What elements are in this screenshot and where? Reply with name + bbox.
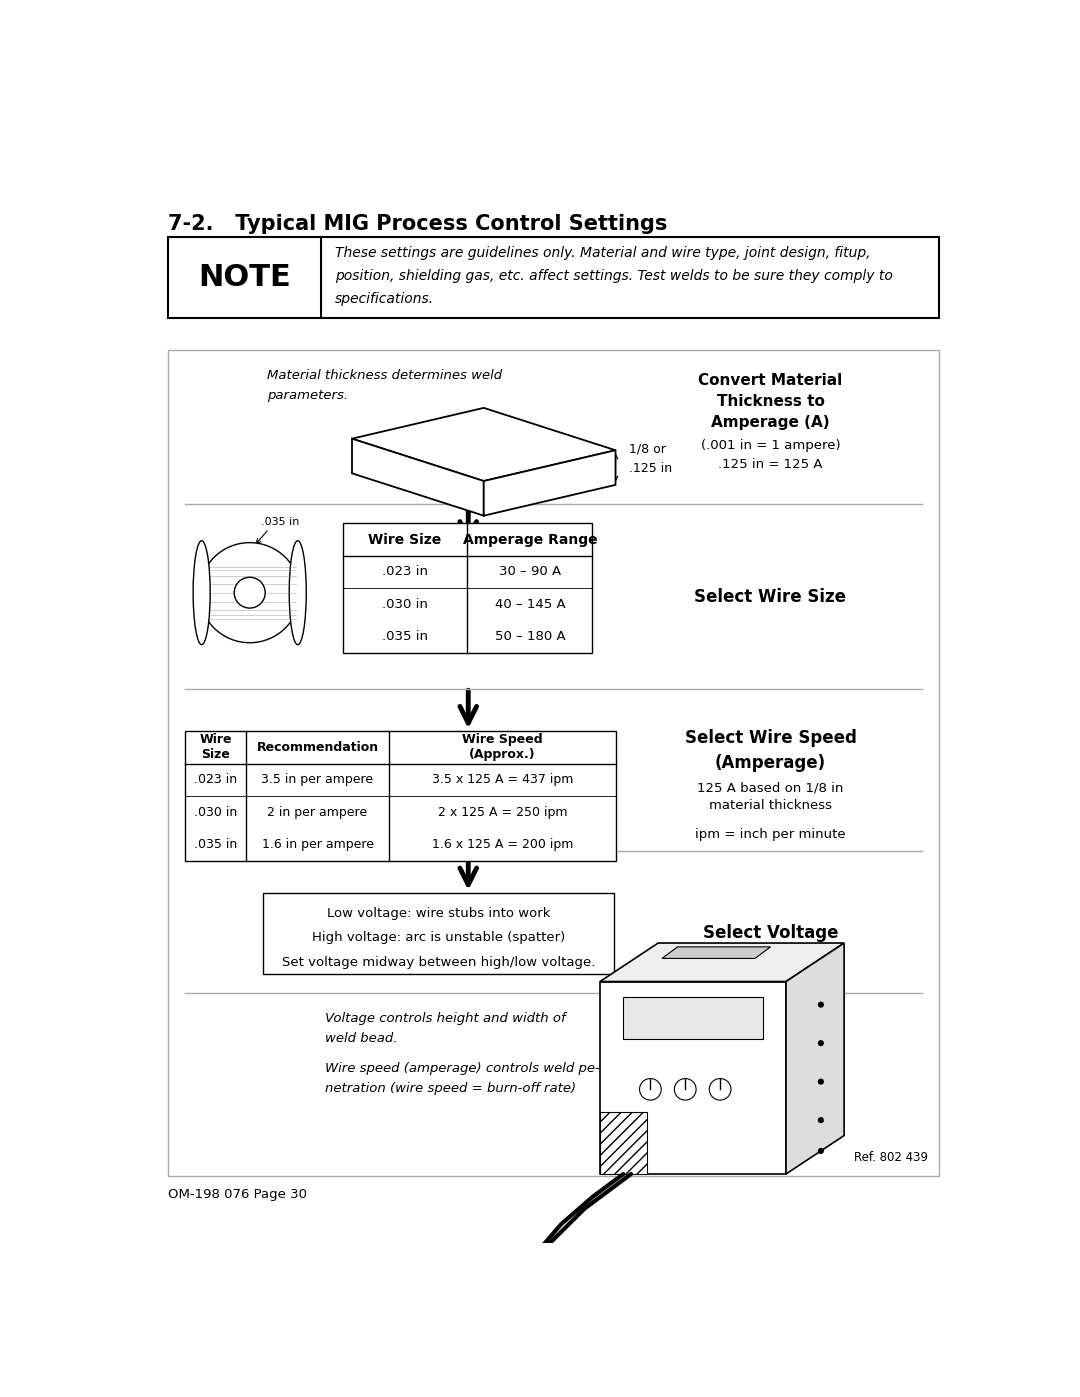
Ellipse shape	[200, 542, 300, 643]
Text: Wire speed (amperage) controls weld pe-: Wire speed (amperage) controls weld pe-	[325, 1062, 599, 1076]
Circle shape	[710, 1078, 731, 1099]
Circle shape	[639, 1078, 661, 1099]
Circle shape	[818, 1002, 824, 1007]
Bar	[262, 893, 613, 974]
Text: 50 – 180 A: 50 – 180 A	[495, 630, 565, 643]
Text: material thickness: material thickness	[708, 799, 832, 812]
Text: 1/8 or: 1/8 or	[630, 443, 666, 455]
Text: netration (wire speed = burn-off rate): netration (wire speed = burn-off rate)	[325, 1081, 576, 1095]
Polygon shape	[662, 947, 770, 958]
Text: specifications.: specifications.	[335, 292, 434, 306]
Text: High voltage: arc is unstable (spatter): High voltage: arc is unstable (spatter)	[312, 932, 565, 944]
Text: .030 in: .030 in	[382, 598, 428, 610]
Text: Wire
Size: Wire Size	[200, 733, 232, 761]
Text: Select Wire Speed
(Amperage): Select Wire Speed (Amperage)	[685, 729, 856, 773]
Text: Low voltage: wire stubs into work: Low voltage: wire stubs into work	[326, 907, 550, 919]
Ellipse shape	[193, 541, 211, 644]
Circle shape	[818, 1078, 824, 1084]
Text: ipm = inch per minute: ipm = inch per minute	[696, 827, 846, 841]
Text: Material thickness determines weld: Material thickness determines weld	[267, 369, 502, 383]
Text: 2 in per ampere: 2 in per ampere	[268, 806, 367, 819]
Text: Select Voltage: Select Voltage	[703, 925, 838, 943]
Text: (.001 in = 1 ampere): (.001 in = 1 ampere)	[701, 439, 840, 451]
Text: Set voltage midway between high/low voltage.: Set voltage midway between high/low volt…	[282, 956, 595, 970]
Ellipse shape	[289, 541, 307, 644]
Text: .125 in: .125 in	[630, 462, 673, 475]
Text: 3.5 in per ampere: 3.5 in per ampere	[261, 774, 374, 787]
Text: Convert Material
Thickness to
Amperage (A): Convert Material Thickness to Amperage (…	[699, 373, 842, 430]
Bar	[600, 1112, 647, 1173]
Text: .035 in: .035 in	[261, 517, 300, 527]
Polygon shape	[600, 943, 845, 982]
Circle shape	[818, 1039, 824, 1046]
Text: 125 A based on 1/8 in: 125 A based on 1/8 in	[698, 781, 843, 795]
Circle shape	[674, 1078, 697, 1099]
Text: These settings are guidelines only. Material and wire type, joint design, fitup,: These settings are guidelines only. Mate…	[335, 246, 870, 260]
Text: 30 – 90 A: 30 – 90 A	[499, 566, 561, 578]
Text: .125 in = 125 A: .125 in = 125 A	[718, 458, 823, 471]
Bar	[623, 997, 762, 1039]
Text: .023 in: .023 in	[194, 774, 238, 787]
Text: Amperage Range: Amperage Range	[462, 532, 597, 546]
Text: .023 in: .023 in	[382, 566, 428, 578]
Polygon shape	[352, 408, 616, 481]
Text: 3.5 x 125 A = 437 ipm: 3.5 x 125 A = 437 ipm	[432, 774, 573, 787]
Text: parameters.: parameters.	[267, 388, 348, 401]
Polygon shape	[484, 450, 616, 515]
Bar	[167, 351, 940, 1175]
Text: 40 – 145 A: 40 – 145 A	[495, 598, 565, 610]
Text: Wire Speed
(Approx.): Wire Speed (Approx.)	[462, 733, 542, 761]
Text: OM-198 076 Page 30: OM-198 076 Page 30	[167, 1187, 307, 1201]
Polygon shape	[600, 982, 786, 1173]
Text: weld bead.: weld bead.	[325, 1031, 397, 1045]
Text: 1.6 in per ampere: 1.6 in per ampere	[261, 838, 374, 851]
Polygon shape	[786, 943, 845, 1173]
Circle shape	[818, 1118, 824, 1123]
Text: 7-2.   Typical MIG Process Control Settings: 7-2. Typical MIG Process Control Setting…	[167, 214, 667, 233]
Text: Select Wire Size: Select Wire Size	[694, 588, 847, 605]
Bar	[167, 237, 940, 317]
Text: .035 in: .035 in	[382, 630, 428, 643]
Text: Ref. 802 439: Ref. 802 439	[854, 1151, 928, 1164]
Polygon shape	[352, 439, 484, 515]
Bar	[342, 524, 592, 652]
Text: .035 in: .035 in	[194, 838, 238, 851]
Text: position, shielding gas, etc. affect settings. Test welds to be sure they comply: position, shielding gas, etc. affect set…	[335, 270, 893, 284]
Bar	[186, 731, 616, 861]
Text: 2 x 125 A = 250 ipm: 2 x 125 A = 250 ipm	[437, 806, 567, 819]
Text: NOTE: NOTE	[198, 263, 291, 292]
Text: Wire Size: Wire Size	[368, 532, 442, 546]
Text: 1.6 x 125 A = 200 ipm: 1.6 x 125 A = 200 ipm	[432, 838, 573, 851]
Text: .030 in: .030 in	[194, 806, 238, 819]
Ellipse shape	[234, 577, 266, 608]
Text: Voltage controls height and width of: Voltage controls height and width of	[325, 1013, 566, 1025]
Circle shape	[818, 1148, 824, 1154]
Text: Recommendation: Recommendation	[256, 740, 379, 754]
